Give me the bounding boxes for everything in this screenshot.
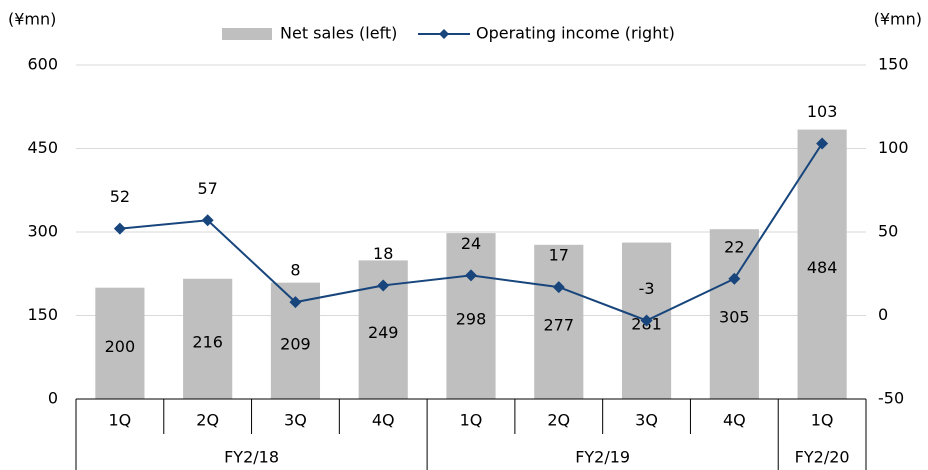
y2-tick-label: -50 xyxy=(878,389,904,408)
line-marker xyxy=(289,296,302,309)
line-value-label: 103 xyxy=(807,102,838,121)
x-tick-label: 4Q xyxy=(723,411,746,430)
y-tick-label: 300 xyxy=(27,222,58,241)
y-tick-label: 0 xyxy=(48,389,58,408)
x-tick-label: 4Q xyxy=(372,411,395,430)
bar-value-label: 216 xyxy=(192,332,223,351)
bar-value-label: 200 xyxy=(105,337,136,356)
x-group-label: FY2/18 xyxy=(224,448,279,467)
line-value-label: -3 xyxy=(639,279,655,298)
x-tick-label: 1Q xyxy=(460,411,483,430)
line-value-label: 52 xyxy=(110,187,130,206)
bar xyxy=(534,244,584,399)
bar xyxy=(183,278,233,399)
y-tick-label: 450 xyxy=(27,138,58,157)
legend-label: Operating income (right) xyxy=(476,24,675,43)
bar xyxy=(446,233,496,399)
y2-tick-label: 50 xyxy=(878,222,898,241)
x-group-label: FY2/20 xyxy=(795,448,850,467)
bar-value-label: 277 xyxy=(544,315,575,334)
x-tick-label: 1Q xyxy=(811,411,834,430)
legend-marker xyxy=(439,29,449,39)
line-marker xyxy=(113,222,126,235)
line-marker xyxy=(377,279,390,292)
bar-value-label: 305 xyxy=(719,308,750,327)
x-group-label: FY2/19 xyxy=(575,448,630,467)
line-marker xyxy=(816,137,829,150)
x-tick-label: 1Q xyxy=(108,411,131,430)
line-value-label: 17 xyxy=(549,246,569,265)
line-marker xyxy=(728,272,741,285)
legend-label: Net sales (left) xyxy=(280,24,397,43)
legend-swatch xyxy=(222,28,272,40)
y-tick-label: 600 xyxy=(27,55,58,74)
line-value-label: 18 xyxy=(373,244,393,263)
bar-value-label: 249 xyxy=(368,323,399,342)
bar xyxy=(797,129,847,399)
y2-axis-label: (¥mn) xyxy=(874,10,922,29)
y-axis-label: (¥mn) xyxy=(8,10,56,29)
bar-value-label: 298 xyxy=(456,310,487,329)
line-marker xyxy=(465,269,477,282)
line-value-label: 22 xyxy=(724,237,744,256)
y-tick-label: 150 xyxy=(27,305,58,324)
x-tick-label: 2Q xyxy=(196,411,219,430)
x-tick-label: 3Q xyxy=(284,411,307,430)
bar xyxy=(709,229,759,399)
line-value-label: 8 xyxy=(290,261,300,280)
line-marker xyxy=(201,214,214,227)
line-value-label: 57 xyxy=(197,179,217,198)
y2-tick-label: 150 xyxy=(878,55,909,74)
line-marker xyxy=(640,314,653,327)
x-tick-label: 3Q xyxy=(635,411,658,430)
line-value-label: 24 xyxy=(461,234,481,253)
bar-value-label: 209 xyxy=(280,334,311,353)
y2-tick-label: 0 xyxy=(878,305,888,324)
x-tick-label: 2Q xyxy=(547,411,570,430)
bar xyxy=(95,287,145,399)
line-marker xyxy=(552,281,565,294)
bar-value-label: 484 xyxy=(807,258,838,277)
y2-tick-label: 100 xyxy=(878,138,909,157)
